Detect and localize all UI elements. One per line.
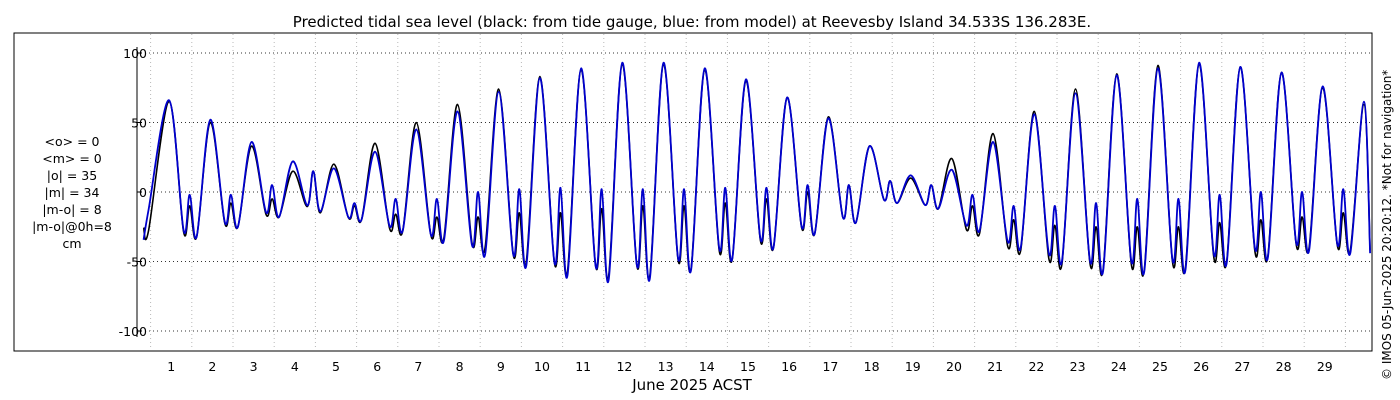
x-axis-label: June 2025 ACST <box>631 376 752 394</box>
statistics-panel: <o> = 0 <m> = 0 |o| = 35 |m| = 34 |m-o| … <box>32 134 112 251</box>
x-tick-label: 28 <box>1276 359 1292 374</box>
x-tick-label: 17 <box>822 359 838 374</box>
y-tick-labels: 100 50 0 -50 -100 <box>119 46 147 339</box>
x-tick-label: 24 <box>1111 359 1127 374</box>
x-tick-label: 6 <box>373 359 381 374</box>
x-tick-label: 1 <box>167 359 175 374</box>
chart-title: Predicted tidal sea level (black: from t… <box>293 13 1091 31</box>
x-tick-label: 4 <box>291 359 299 374</box>
x-tick-label: 8 <box>456 359 464 374</box>
x-tick-label: 13 <box>658 359 674 374</box>
credit-text: © IMOS 05-Jun-2025 20:20:12. *Not for na… <box>1380 70 1394 380</box>
y-tick-marks <box>137 52 142 332</box>
x-tick-label: 22 <box>1028 359 1044 374</box>
x-tick-label: 14 <box>699 359 715 374</box>
x-tick-label: 10 <box>534 359 550 374</box>
horizontal-gridlines <box>137 52 1371 332</box>
stat-abs-diff-0h: |m-o|@0h=8 <box>32 219 112 234</box>
x-tick-label: 29 <box>1317 359 1333 374</box>
x-tick-label: 16 <box>781 359 797 374</box>
x-tick-label: 11 <box>575 359 591 374</box>
x-tick-label: 7 <box>414 359 422 374</box>
x-tick-label: 2 <box>208 359 216 374</box>
y-tick-label: -100 <box>119 324 147 339</box>
x-tick-label: 9 <box>497 359 505 374</box>
y-tick-label: -50 <box>127 255 147 270</box>
x-tick-label: 5 <box>332 359 340 374</box>
x-tick-label: 3 <box>250 359 258 374</box>
x-tick-label: 12 <box>616 359 632 374</box>
x-tick-labels: 1 2 3 4 5 6 7 8 9 10 11 12 13 14 15 16 17 18 19 20 21 22 23 24 2… <box>167 359 1333 374</box>
y-tick-label: 50 <box>131 116 147 131</box>
x-tick-label: 21 <box>987 359 1003 374</box>
x-tick-label: 27 <box>1234 359 1250 374</box>
stat-mean-model: <m> = 0 <box>42 151 102 166</box>
stat-abs-observed: |o| = 35 <box>47 168 97 183</box>
y-tick-label: 100 <box>123 46 147 61</box>
x-tick-label: 26 <box>1193 359 1209 374</box>
x-tick-label: 18 <box>864 359 880 374</box>
stat-abs-diff: |m-o| = 8 <box>42 202 101 217</box>
x-tick-label: 20 <box>946 359 962 374</box>
vertical-gridlines <box>150 34 1346 350</box>
y-tick-label: 0 <box>139 185 147 200</box>
series-lines <box>142 61 1371 284</box>
x-tick-label: 19 <box>905 359 921 374</box>
x-tick-label: 15 <box>740 359 756 374</box>
stat-abs-model: |m| = 34 <box>45 185 100 200</box>
stat-mean-observed: <o> = 0 <box>45 134 100 149</box>
x-tick-label: 23 <box>1070 359 1086 374</box>
x-tick-label: 25 <box>1152 359 1168 374</box>
stat-units: cm <box>62 236 81 251</box>
series-line-model <box>142 61 1371 284</box>
